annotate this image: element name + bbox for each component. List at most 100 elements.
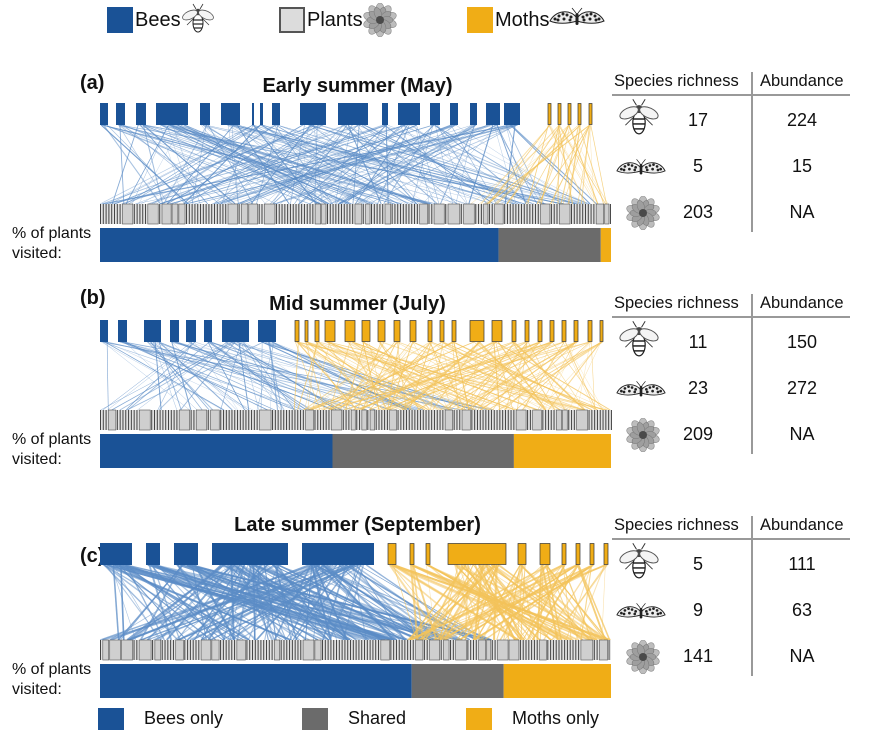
moth-species-node <box>547 103 552 125</box>
top-legend: Bees Plants Moths <box>0 0 877 40</box>
abundance-value: 224 <box>786 110 818 130</box>
interaction-network <box>100 320 612 468</box>
pct-visited-label: % of plants visited: <box>12 431 92 468</box>
moths-only-label: Moths only <box>512 708 600 728</box>
bee-species-node <box>100 320 108 342</box>
species-richness-header: Species richness <box>614 516 739 534</box>
moth-species-node <box>557 103 562 125</box>
moth-species-node <box>409 320 417 342</box>
bee-icon <box>181 3 214 33</box>
visited-bar-bees-only <box>100 664 412 698</box>
moth-species-node <box>561 543 567 565</box>
abundance-value: NA <box>789 646 815 666</box>
bee-species-node <box>146 543 160 565</box>
species-richness-value: 23 <box>687 378 709 398</box>
species-richness-header: Species richness <box>614 72 739 90</box>
moth-species-node <box>451 320 457 342</box>
species-richness-value: 5 <box>692 554 703 574</box>
moth-species-node <box>304 320 309 342</box>
abundance-value: NA <box>789 202 815 222</box>
moths-only-swatch <box>466 707 492 730</box>
moth-species-node <box>377 320 386 342</box>
bee-species-node <box>338 103 368 125</box>
moth-icon <box>616 159 666 175</box>
bee-species-node <box>222 320 249 342</box>
plant-species-nodes <box>100 639 610 661</box>
bee-species-node <box>170 320 179 342</box>
legend-plants: Plants <box>279 3 397 37</box>
moth-species-node <box>588 103 593 125</box>
species-richness-header: Species richness <box>614 294 739 312</box>
moth-species-node <box>561 320 567 342</box>
interaction-network <box>100 103 611 262</box>
bee-species-node <box>118 320 127 342</box>
moth-species-node <box>409 543 415 565</box>
bee-species-node <box>252 103 254 125</box>
species-richness-value: 17 <box>687 110 709 130</box>
panel-label: (a) <box>80 72 105 94</box>
visited-bar-bees-only <box>100 434 333 468</box>
table-column-divider <box>751 516 753 676</box>
bee-species-node <box>100 103 108 125</box>
bee-species-node <box>186 320 196 342</box>
visited-bar-moths-only <box>503 664 611 698</box>
legend-shared: Shared <box>302 706 406 731</box>
bees-swatch <box>107 7 133 33</box>
moth-species-node <box>427 320 433 342</box>
bee-species-node <box>200 103 210 125</box>
visited-bar-moths-only <box>600 228 611 262</box>
legend-moths: Moths <box>467 4 606 36</box>
species-richness-value: 9 <box>692 600 703 620</box>
table-header-divider <box>612 94 850 96</box>
table-column-divider <box>751 294 753 454</box>
moth-species-node <box>573 320 579 342</box>
bee-species-node <box>221 103 240 125</box>
visited-bar-moths-only <box>513 434 611 468</box>
panel-title: Late summer (September) <box>234 514 481 536</box>
moth-species-node <box>603 543 609 565</box>
moth-species-node <box>539 543 551 565</box>
flower-icon <box>626 196 660 230</box>
moth-species-node <box>491 320 503 342</box>
legend-moths-label: Moths <box>495 8 550 31</box>
panel-label: (c) <box>80 545 105 567</box>
moth-icon <box>616 603 666 619</box>
panel-title: Early summer (May) <box>262 75 453 97</box>
bee-species-node <box>136 103 146 125</box>
bee-species-node <box>430 103 440 125</box>
moth-species-node <box>511 320 517 342</box>
bee-species-node <box>144 320 161 342</box>
shared-label: Shared <box>348 708 407 728</box>
bee-icon <box>619 320 659 357</box>
plant-species-nodes <box>100 409 612 431</box>
abundance-value: 63 <box>791 600 813 620</box>
visited-bar-bees-only <box>100 228 499 262</box>
moth-species-node <box>517 543 527 565</box>
abundance-header: Abundance <box>760 72 844 90</box>
bee-species-node <box>260 103 263 125</box>
bee-species-node <box>212 543 288 565</box>
table-header-divider <box>612 538 850 540</box>
interaction-links <box>100 341 611 411</box>
bee-species-node <box>450 103 458 125</box>
abundance-value: 15 <box>791 156 813 176</box>
shared-swatch <box>302 707 328 730</box>
bee-species-node <box>300 103 326 125</box>
bee-species-node <box>470 103 477 125</box>
panel-label: (b) <box>80 287 106 309</box>
interaction-links <box>100 124 609 205</box>
abundance-header: Abundance <box>760 516 844 534</box>
moth-species-node <box>469 320 485 342</box>
pct-visited-label: % of plants visited: <box>12 661 92 698</box>
bee-species-node <box>398 103 420 125</box>
legend-bees: Bees <box>107 3 215 36</box>
pct-visited-label: % of plants visited: <box>12 225 92 262</box>
moth-species-node <box>599 320 604 342</box>
moth-species-node <box>344 320 356 342</box>
species-richness-value: 141 <box>682 646 714 666</box>
abundance-value: 272 <box>786 378 818 398</box>
moths-swatch <box>467 7 493 33</box>
legend-plants-label: Plants <box>307 8 363 31</box>
bee-species-node <box>100 543 132 565</box>
visited-bar-shared <box>498 228 601 262</box>
